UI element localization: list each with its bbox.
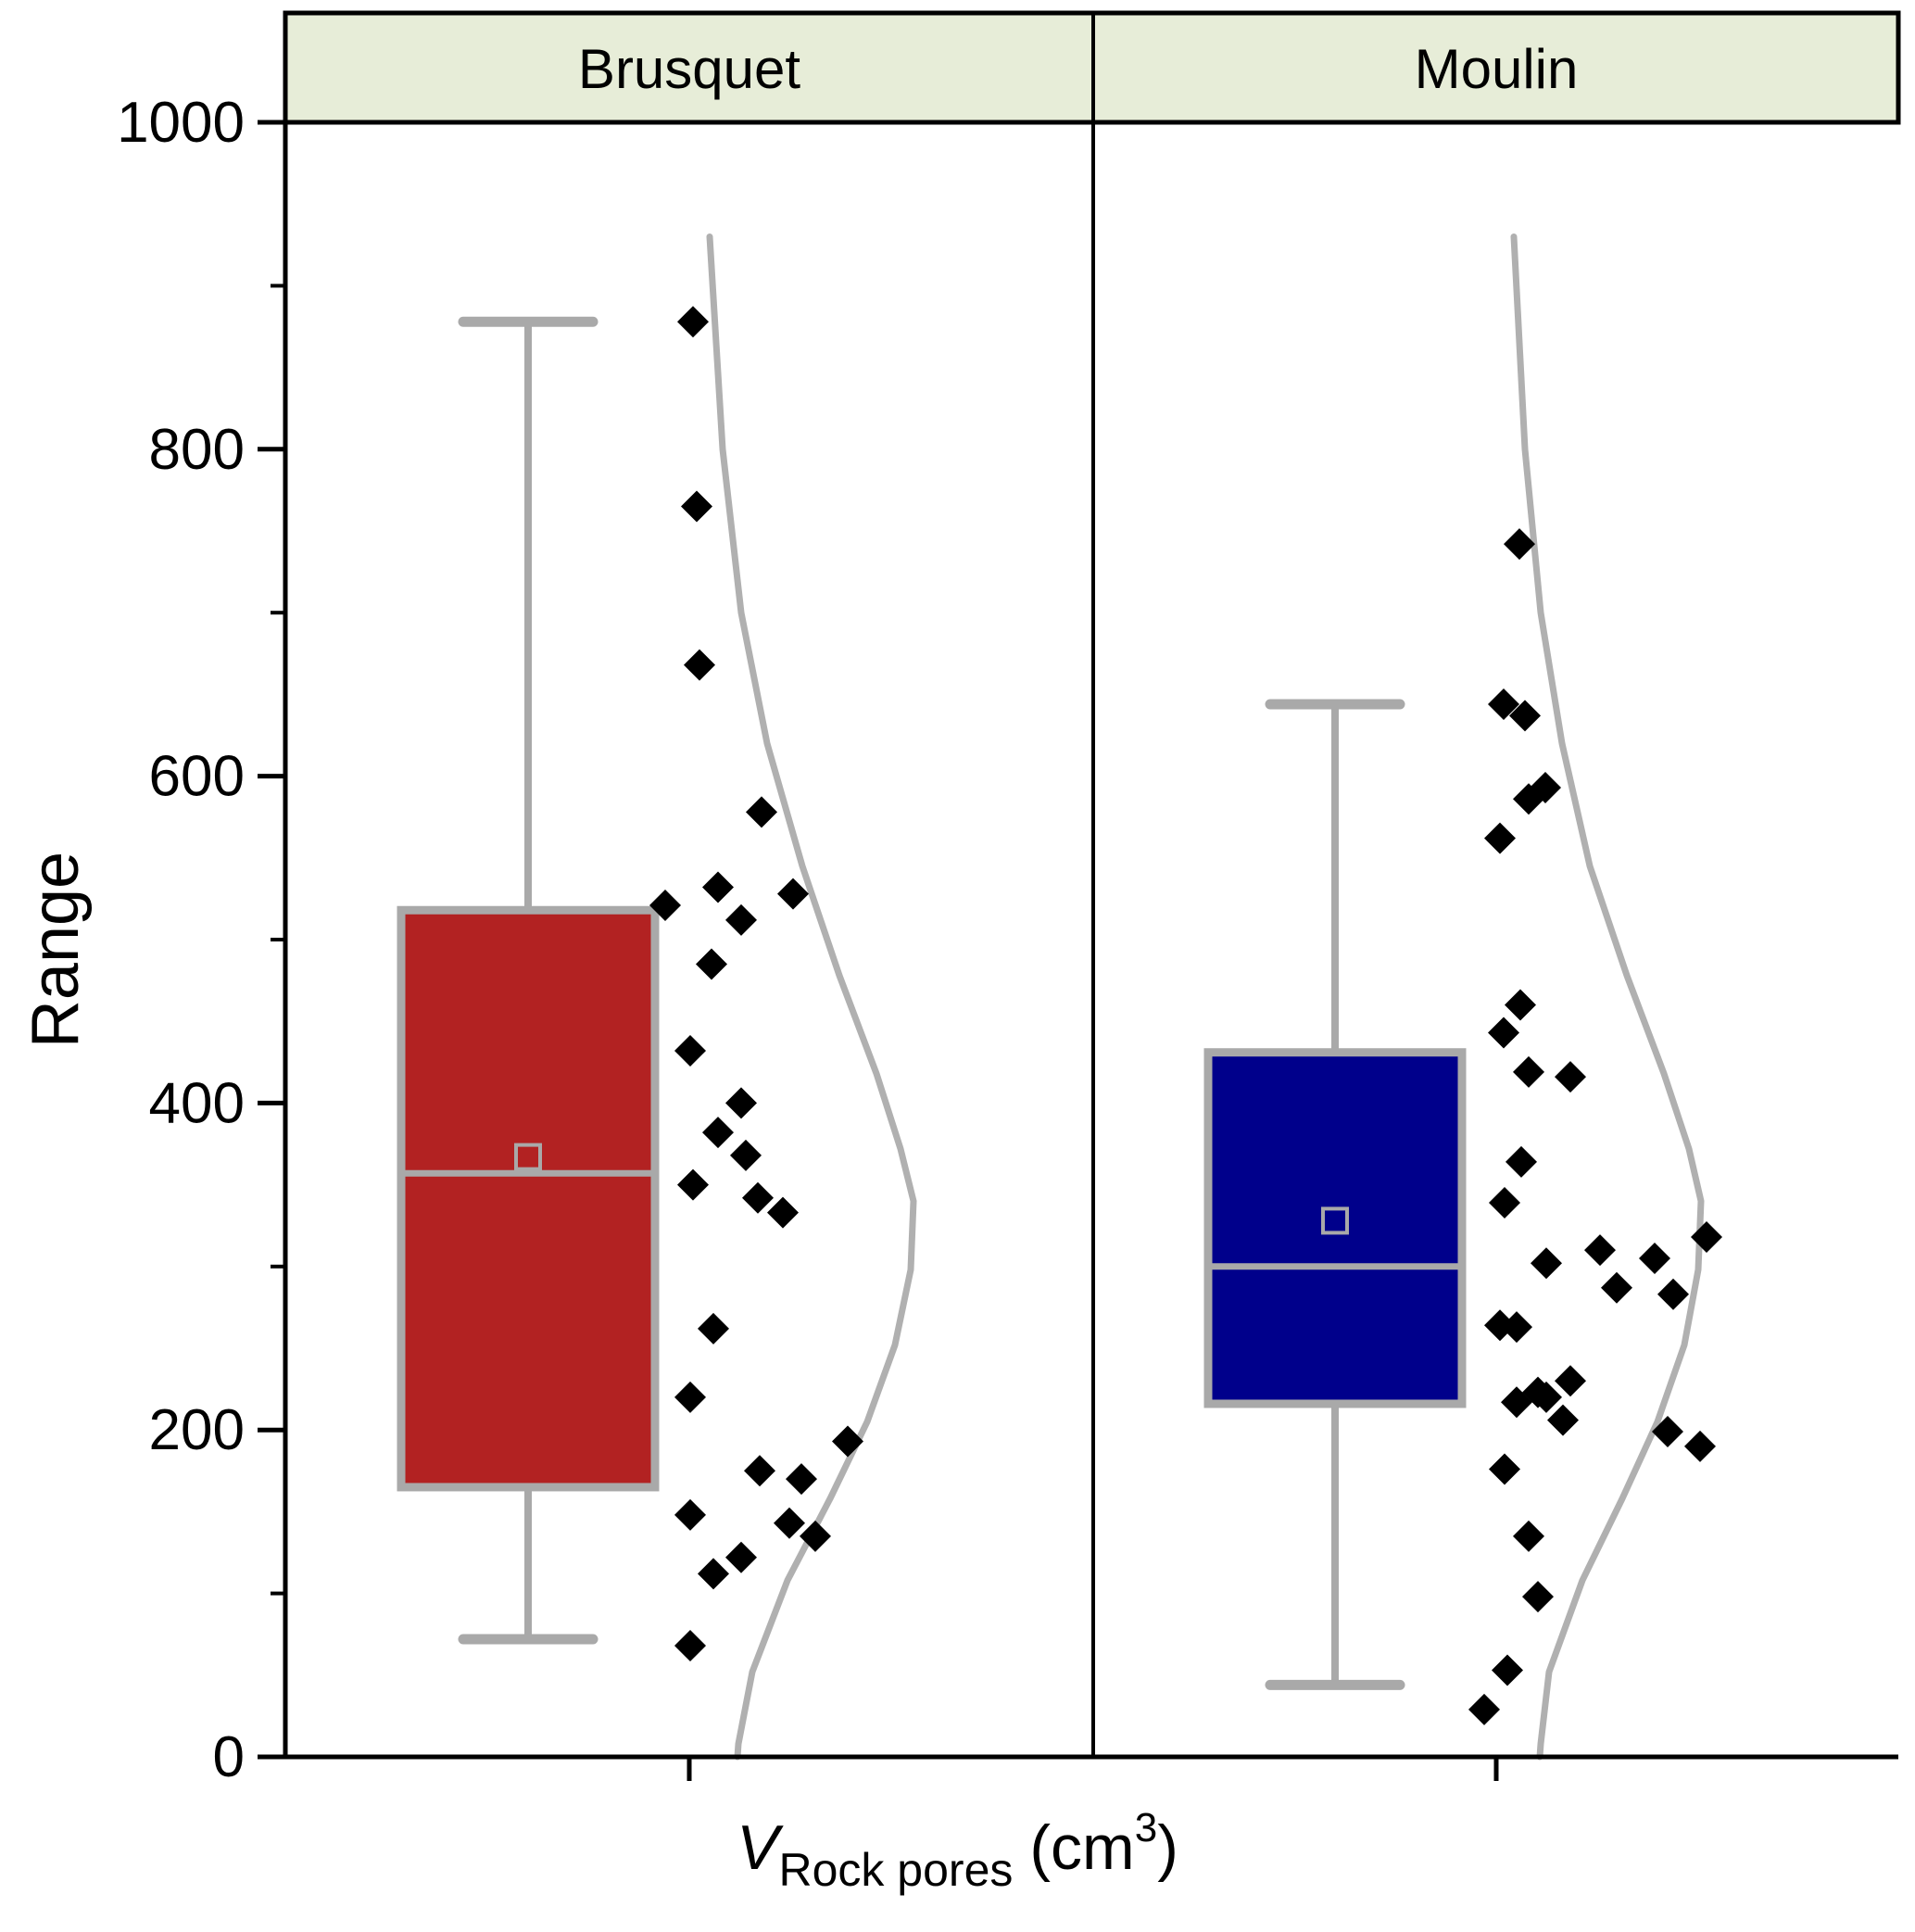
x-axis-unit-base: cm bbox=[1051, 1812, 1135, 1883]
x-axis-variable-subscript: Rock pores bbox=[778, 1844, 1014, 1896]
scatter-point bbox=[649, 889, 681, 921]
scatter-point bbox=[698, 1558, 729, 1590]
y-tick-label: 600 bbox=[149, 745, 245, 809]
scatter-point bbox=[725, 1087, 757, 1119]
x-axis-title: VRock pores (cm3) bbox=[0, 1805, 1915, 1897]
x-axis-unit-exponent: 3 bbox=[1134, 1805, 1158, 1850]
scatter-point bbox=[730, 1139, 762, 1171]
panel-header-brusquet: Brusquet bbox=[578, 38, 800, 100]
x-axis-unit-open: ( bbox=[1029, 1812, 1052, 1883]
scatter-point bbox=[1509, 700, 1541, 732]
scatter-point bbox=[1639, 1242, 1670, 1274]
scatter-point bbox=[744, 1455, 775, 1487]
scatter-point bbox=[1513, 783, 1544, 815]
panel-header-moulin: Moulin bbox=[1415, 38, 1579, 100]
scatter-point bbox=[1657, 1278, 1689, 1310]
scatter-point bbox=[1488, 688, 1519, 720]
scatter-point bbox=[742, 1181, 774, 1214]
scatter-point bbox=[702, 1117, 734, 1149]
scatter-point bbox=[1505, 989, 1536, 1021]
y-tick-label: 200 bbox=[149, 1398, 245, 1462]
scatter-point bbox=[725, 903, 757, 936]
scatter-point bbox=[1652, 1415, 1683, 1447]
scatter-point bbox=[674, 1034, 706, 1067]
y-tick-label: 800 bbox=[149, 418, 245, 482]
scatter-point bbox=[681, 490, 712, 523]
scatter-point bbox=[1513, 1520, 1544, 1552]
scatter-point bbox=[674, 1498, 706, 1531]
scatter-point bbox=[1513, 1055, 1544, 1088]
scatter-point bbox=[1684, 1430, 1716, 1462]
scatter-point bbox=[702, 871, 734, 903]
scatter-point bbox=[746, 796, 777, 828]
scatter-point bbox=[674, 1381, 706, 1413]
box-brusquet bbox=[397, 905, 660, 1492]
mean-marker bbox=[514, 1143, 542, 1171]
scatter-point bbox=[1531, 1247, 1562, 1280]
scatter-point bbox=[1584, 1234, 1616, 1267]
panel-brusquet bbox=[397, 234, 917, 1761]
scatter-point bbox=[725, 1541, 757, 1573]
x-axis-unit-close: ) bbox=[1157, 1812, 1178, 1883]
scatter-point bbox=[774, 1507, 805, 1539]
scatter-point bbox=[1522, 1581, 1554, 1613]
scatter-point bbox=[696, 948, 727, 980]
scatter-point bbox=[698, 1312, 729, 1345]
scatter-point bbox=[1488, 1017, 1519, 1049]
scatter-point bbox=[684, 649, 715, 681]
scatter-point bbox=[800, 1520, 831, 1552]
y-axis-title: Range bbox=[19, 851, 93, 1049]
scatter-point bbox=[1555, 1365, 1586, 1397]
y-tick-label: 400 bbox=[149, 1071, 245, 1135]
scatter-point bbox=[777, 878, 809, 910]
density-curve-brusquet bbox=[706, 234, 917, 1761]
scatter-point bbox=[767, 1196, 799, 1229]
scatter-point bbox=[1468, 1693, 1500, 1725]
scatter-point bbox=[1555, 1061, 1586, 1093]
scatter-point bbox=[1492, 1654, 1523, 1686]
scatter-point bbox=[677, 306, 709, 338]
scatter-point bbox=[1547, 1404, 1579, 1436]
density-curve-moulin bbox=[1510, 234, 1705, 1761]
scatter-point bbox=[832, 1425, 863, 1458]
x-axis-unit: (cm3) bbox=[1029, 1805, 1178, 1883]
scatter-point bbox=[1501, 1311, 1532, 1344]
scatter-point bbox=[1504, 528, 1535, 561]
y-tick-label: 0 bbox=[213, 1725, 245, 1789]
scatter-point bbox=[1691, 1221, 1722, 1254]
panel-moulin bbox=[1203, 234, 1722, 1761]
chart-generated-layers: 0 200 400 600 800 1000 bbox=[117, 10, 1901, 1789]
scatter-point bbox=[786, 1463, 817, 1496]
scatter-point bbox=[1489, 1187, 1520, 1219]
scatter-point bbox=[677, 1168, 709, 1201]
scatter-point bbox=[1506, 1145, 1537, 1178]
scatter-point bbox=[674, 1630, 706, 1662]
y-tick-label: 1000 bbox=[117, 91, 245, 155]
scatter-point bbox=[1531, 1381, 1562, 1413]
x-axis-variable: V bbox=[737, 1812, 779, 1883]
scatter-point bbox=[1484, 822, 1516, 854]
scatter-point bbox=[1601, 1271, 1632, 1304]
mean-marker bbox=[1321, 1206, 1349, 1235]
scatter-point bbox=[1489, 1453, 1520, 1485]
scatter-point bbox=[1501, 1386, 1532, 1419]
